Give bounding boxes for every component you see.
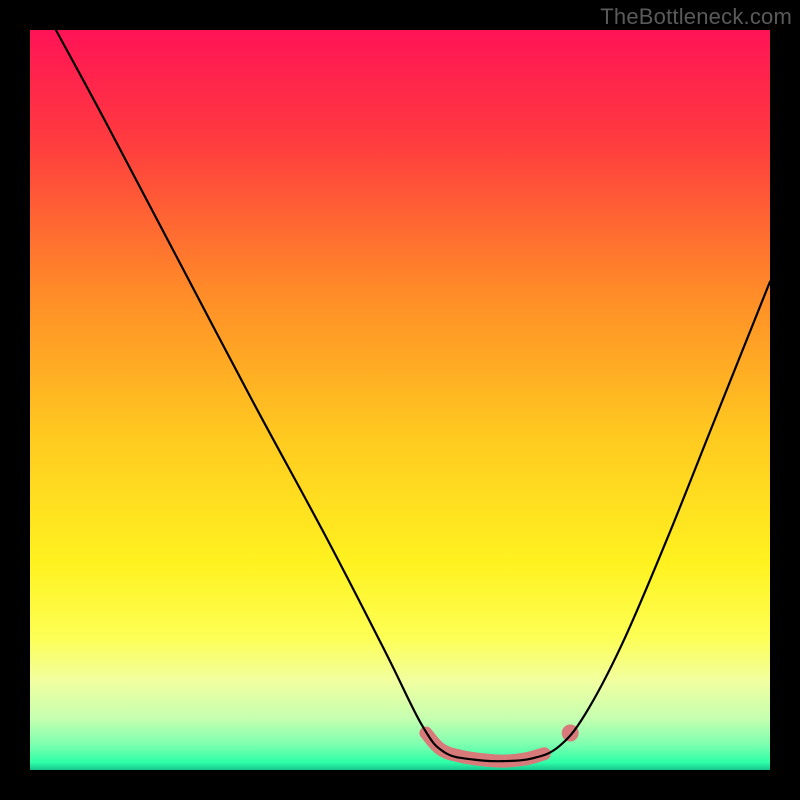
plot-background <box>30 30 770 770</box>
chart-container: TheBottleneck.com <box>0 0 800 800</box>
watermark-text: TheBottleneck.com <box>600 4 792 30</box>
bottleneck-curve-chart <box>0 0 800 800</box>
